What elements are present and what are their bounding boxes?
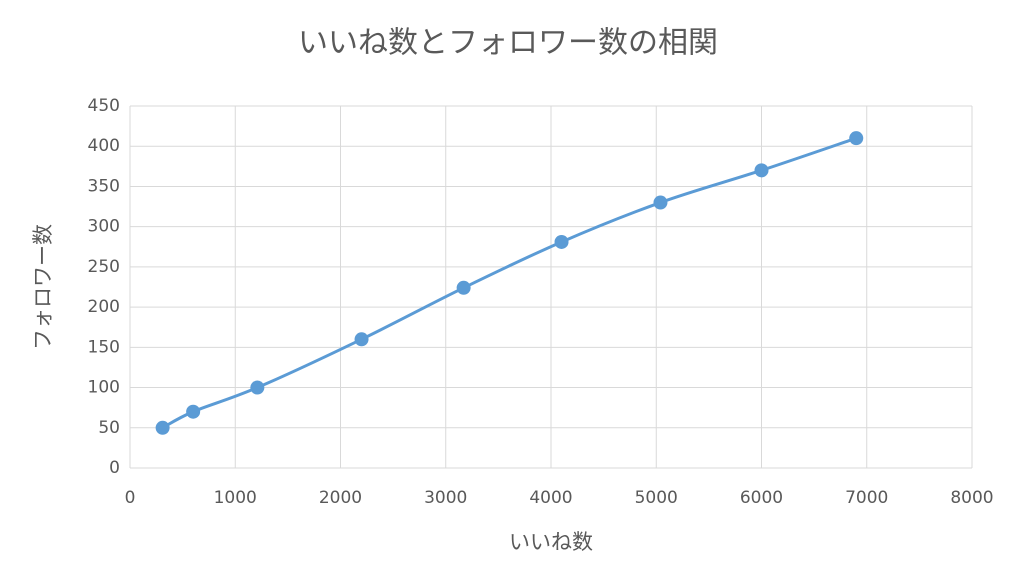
y-tick-label: 350: [88, 176, 120, 196]
y-tick-label: 100: [88, 378, 120, 398]
x-tick-label: 0: [125, 488, 136, 508]
x-tick-label: 7000: [845, 488, 888, 508]
x-tick-label: 3000: [424, 488, 467, 508]
y-tick-label: 200: [88, 297, 120, 317]
data-point: [653, 195, 668, 210]
y-tick-label: 0: [109, 458, 120, 478]
data-point: [554, 234, 569, 249]
y-tick-label: 150: [88, 337, 120, 357]
x-tick-label: 1000: [214, 488, 257, 508]
x-tick-label: 6000: [740, 488, 783, 508]
data-point: [754, 163, 769, 178]
data-point: [849, 131, 864, 146]
data-point: [155, 420, 170, 435]
y-axis-title: フォロワー数: [31, 224, 55, 350]
y-tick-label: 450: [88, 96, 120, 116]
x-tick-label: 8000: [950, 488, 993, 508]
y-tick-label: 300: [88, 217, 120, 237]
x-tick-label: 5000: [635, 488, 678, 508]
y-tick-label: 400: [88, 136, 120, 156]
data-point: [250, 380, 265, 395]
data-point: [354, 332, 369, 347]
series-line: [161, 136, 857, 430]
data-point: [186, 404, 201, 419]
chart-title: いいね数とフォロワー数の相関: [298, 26, 718, 61]
data-point: [456, 280, 471, 295]
x-tick-label: 2000: [319, 488, 362, 508]
y-tick-label: 250: [88, 257, 120, 277]
y-tick-label: 50: [98, 418, 120, 438]
x-tick-label: 4000: [529, 488, 572, 508]
x-axis-title: いいね数: [509, 530, 593, 554]
